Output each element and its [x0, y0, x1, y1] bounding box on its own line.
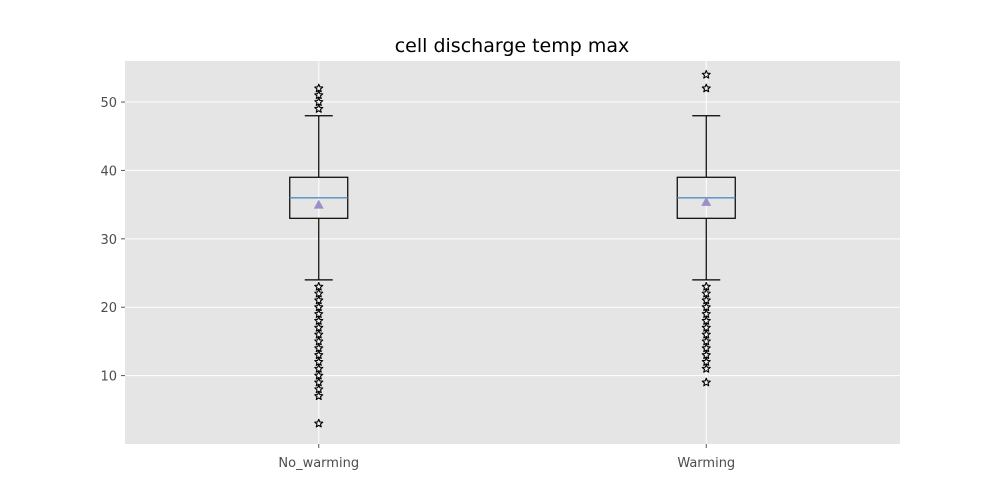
mean-marker — [701, 196, 712, 206]
outlier-point — [314, 357, 324, 366]
y-tick-label: 30 — [100, 233, 117, 248]
x-tick-label: Warming — [677, 456, 735, 471]
outlier-point — [701, 309, 711, 318]
box-group — [676, 69, 736, 387]
box-group — [289, 83, 349, 428]
outlier-point — [314, 288, 324, 298]
outlier-point — [701, 69, 711, 79]
outlier-point — [314, 350, 324, 360]
x-axis-ticks: No_warming Warming — [278, 444, 735, 471]
outlier-point — [314, 391, 324, 401]
outlier-point — [314, 370, 324, 380]
outlier-point — [314, 83, 324, 93]
outlier-point — [314, 316, 324, 325]
outlier-point — [314, 97, 324, 106]
outlier-point — [314, 104, 324, 113]
outlier-point — [701, 322, 711, 332]
outlier-point — [314, 322, 324, 332]
outlier-point — [314, 377, 324, 387]
outlier-point — [701, 336, 711, 346]
outlier-point — [701, 288, 711, 298]
outlier-point — [314, 336, 324, 346]
x-tick-label: No_warming — [278, 456, 359, 471]
plot-area — [125, 61, 900, 444]
outlier-point — [314, 309, 324, 318]
outlier-point — [701, 295, 711, 305]
box-series — [289, 69, 736, 428]
y-axis-ticks: 10 20 30 40 50 — [100, 96, 125, 385]
y-tick-label: 50 — [100, 96, 117, 111]
outlier-point — [314, 295, 324, 305]
outlier-point — [314, 343, 324, 353]
outlier-point — [314, 329, 324, 339]
outlier-point — [314, 384, 324, 394]
y-tick-label: 20 — [100, 301, 117, 316]
y-tick-label: 10 — [100, 370, 117, 385]
outlier-point — [701, 302, 711, 312]
outlier-point — [314, 418, 324, 428]
outlier-point — [314, 302, 324, 312]
outlier-point — [314, 364, 324, 373]
chart-title: cell discharge temp max — [395, 35, 630, 57]
outlier-point — [314, 281, 324, 291]
outlier-point — [701, 357, 711, 366]
outlier-point — [701, 343, 711, 353]
y-tick-label: 40 — [100, 164, 117, 179]
outlier-point — [701, 364, 711, 373]
outlier-point — [314, 90, 324, 100]
outlier-point — [701, 281, 711, 291]
outlier-point — [701, 316, 711, 325]
outlier-point — [701, 329, 711, 339]
outlier-point — [701, 377, 711, 387]
outlier-point — [701, 83, 711, 93]
outlier-point — [701, 350, 711, 360]
mean-marker — [313, 199, 324, 209]
